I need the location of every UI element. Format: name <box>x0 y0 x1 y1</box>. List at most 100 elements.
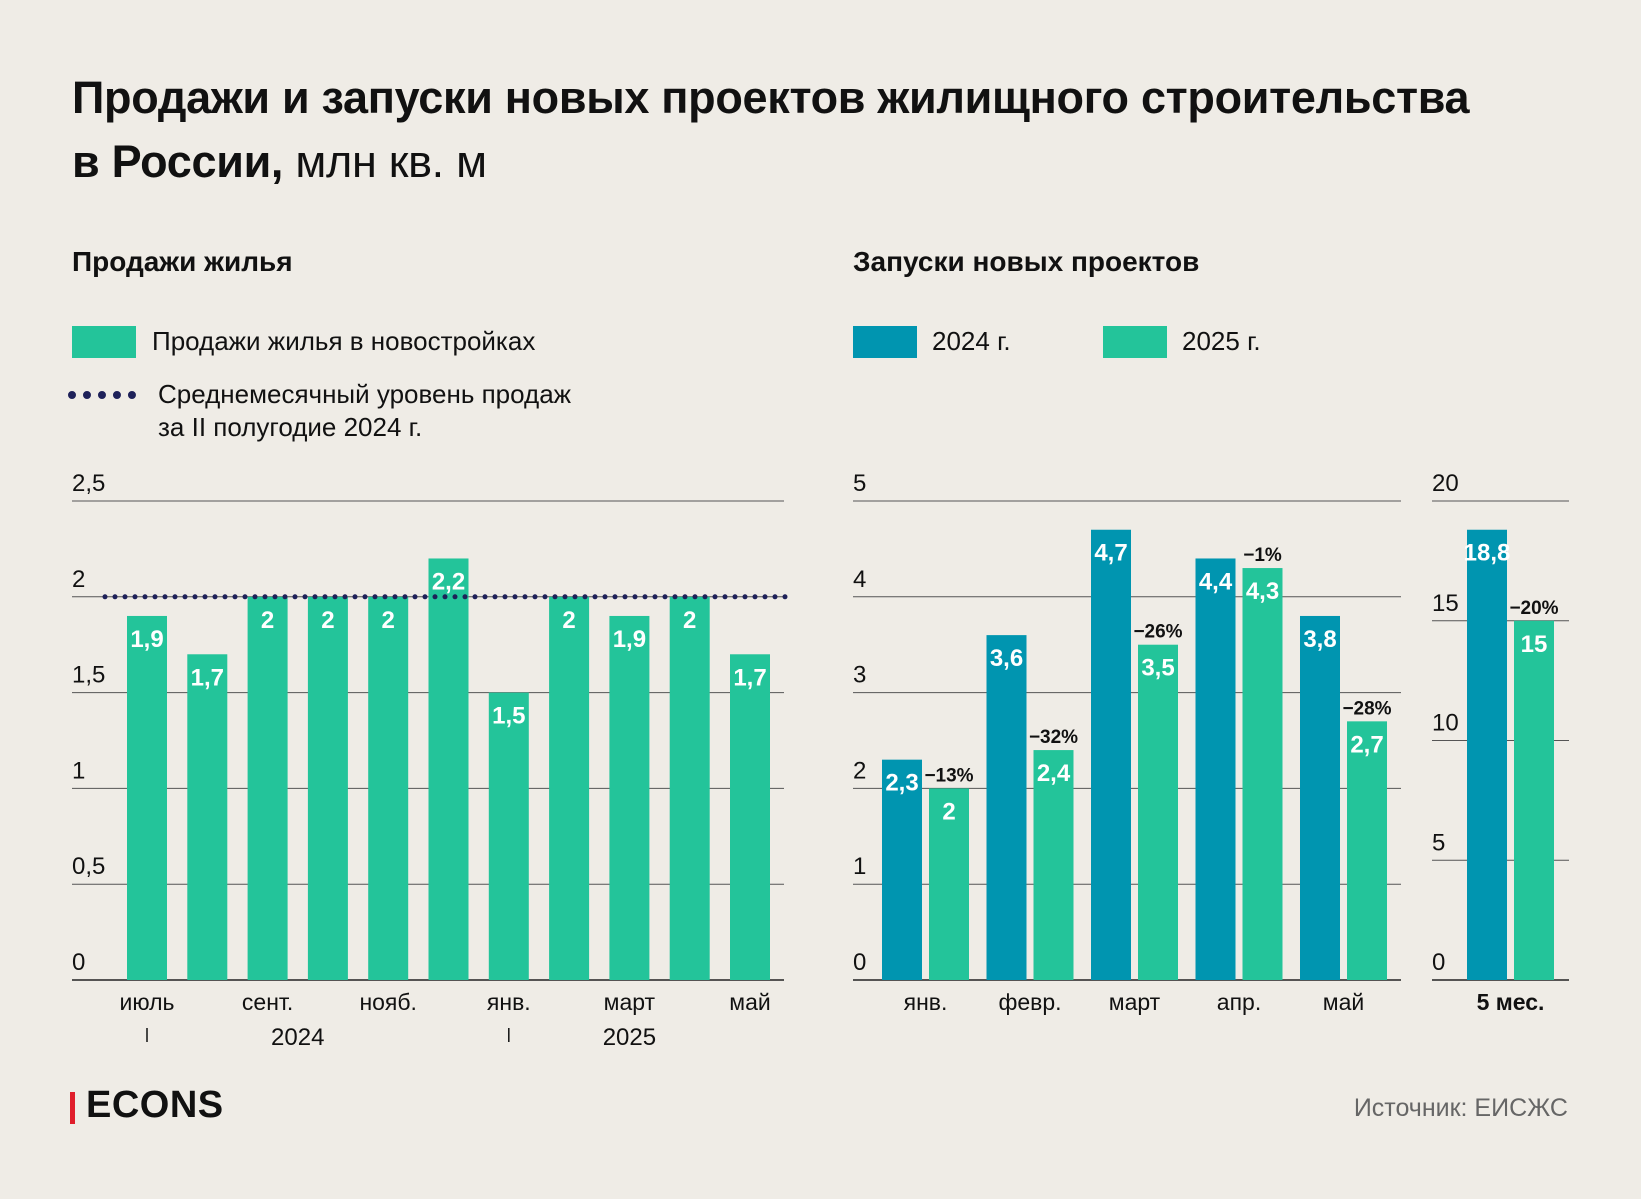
sales-ytick-label: 1 <box>72 757 85 784</box>
sales-bar <box>488 692 529 980</box>
title-unit: млн кв. м <box>283 136 487 187</box>
total-ytick-label: 20 <box>1432 470 1459 497</box>
sales-value-label: 1,5 <box>492 703 525 730</box>
launches-value-label: 4,7 <box>1094 540 1127 567</box>
launches-value-label: 2,4 <box>1037 760 1071 787</box>
sales-bar <box>127 615 167 980</box>
launches-xtick-label: май <box>1323 989 1364 1015</box>
sales-bar <box>549 596 590 980</box>
title-line2: в России, <box>72 136 284 187</box>
chart-title: Продажи и запуски новых проектов жилищно… <box>72 66 1592 194</box>
launches-xtick-label: февр. <box>998 989 1061 1015</box>
sales-value-label: 1,9 <box>130 626 163 653</box>
launches-ytick-label: 0 <box>853 949 866 976</box>
launches-value-label: 4,4 <box>1199 568 1233 595</box>
sales-heading: Продажи жилья <box>72 246 293 277</box>
total-ytick-label: 5 <box>1432 829 1445 856</box>
launches-value-label: 2 <box>942 798 955 825</box>
launches-bar-2025 <box>1033 750 1074 980</box>
launches-bar-2024 <box>1091 529 1131 980</box>
launches-ytick-label: 5 <box>853 470 866 497</box>
sales-value-label: 1,9 <box>613 626 646 653</box>
legend-average-line1: Среднемесячный уровень продаж <box>158 379 572 409</box>
sales-xtick-label: май <box>729 989 770 1015</box>
total-value-label: 18,8 <box>1464 540 1511 567</box>
source-note: Источник: ЕИСЖС <box>1353 1094 1568 1122</box>
sales-bar <box>730 654 770 980</box>
launches-value-label: 3,6 <box>990 645 1023 672</box>
total-change-label: −20% <box>1509 598 1558 619</box>
total-ytick-label: 10 <box>1432 710 1459 737</box>
sales-year-label: 2024 <box>271 1024 324 1051</box>
launches-change-label: −26% <box>1133 622 1182 643</box>
launches-change-label: −1% <box>1243 545 1282 566</box>
launches-bar-2024 <box>1300 615 1340 980</box>
launches-xtick-label: янв. <box>904 989 948 1015</box>
sales-value-label: 2 <box>321 607 334 634</box>
sales-bar <box>187 654 228 980</box>
launches-change-label: −32% <box>1029 727 1078 748</box>
legend-dotted-line <box>68 391 136 399</box>
total-xtick-label: 5 мес. <box>1477 989 1545 1015</box>
launches-bar-2025 <box>1242 568 1283 980</box>
sales-value-label: 2 <box>382 607 395 634</box>
sales-bar <box>669 596 710 980</box>
launches-bar-2025 <box>929 788 969 980</box>
launches-value-label: 2,3 <box>885 770 918 797</box>
sales-value-label: 1,7 <box>191 664 224 691</box>
launches-value-label: 2,7 <box>1350 731 1383 758</box>
sales-ytick-label: 0 <box>72 949 85 976</box>
sales-bar <box>609 615 650 980</box>
legend-label-2024: 2024 г. <box>932 326 1011 356</box>
total-bar-2025 <box>1514 620 1554 980</box>
legend-average-line2: за II полугодие 2024 г. <box>158 412 423 442</box>
launches-bar-2025 <box>1138 644 1178 980</box>
legend-swatch-sales <box>72 326 136 358</box>
sales-bar <box>368 596 409 980</box>
launches-change-label: −13% <box>924 765 973 786</box>
launches-ytick-label: 3 <box>853 662 866 689</box>
sales-ytick-label: 0,5 <box>72 853 105 880</box>
sales-value-label: 2 <box>683 607 696 634</box>
launches-bar-2024 <box>882 759 922 980</box>
title-line1: Продажи и запуски новых проектов жилищно… <box>72 72 1470 123</box>
sales-xtick-label: июль <box>120 989 175 1015</box>
total-ytick-label: 15 <box>1432 590 1459 617</box>
total-bar-2024 <box>1467 529 1507 980</box>
sales-bar <box>247 596 288 980</box>
sales-xtick-label: сент. <box>242 989 293 1015</box>
sales-ytick-label: 2,5 <box>72 470 105 497</box>
sales-bar <box>428 558 469 980</box>
total-ytick-label: 0 <box>1432 949 1445 976</box>
launches-ytick-label: 1 <box>853 853 866 880</box>
launches-value-label: 3,8 <box>1303 626 1336 653</box>
sales-xtick-label: янв. <box>487 989 531 1015</box>
sales-value-label: 2,2 <box>432 568 465 595</box>
launches-heading: Запуски новых проектов <box>853 246 1200 277</box>
sales-ytick-label: 1,5 <box>72 662 105 689</box>
launches-ytick-label: 2 <box>853 757 866 784</box>
launches-value-label: 3,5 <box>1141 655 1174 682</box>
sales-xtick-label: март <box>604 989 656 1015</box>
logo-bar-icon <box>70 1092 75 1124</box>
legend-swatch-2024 <box>853 326 917 358</box>
legend-label-2025: 2025 г. <box>1182 326 1261 356</box>
legend-label-average: Среднемесячный уровень продаж за II полу… <box>158 378 571 444</box>
sales-xtick-label: нояб. <box>359 989 417 1015</box>
launches-xtick-label: апр. <box>1217 989 1261 1015</box>
sales-bar <box>307 596 348 980</box>
sales-value-label: 2 <box>261 607 274 634</box>
legend-swatch-2025 <box>1103 326 1167 358</box>
legend-label-sales: Продажи жилья в новостройках <box>152 326 536 356</box>
launches-change-label: −28% <box>1342 698 1391 719</box>
sales-ytick-label: 2 <box>72 566 85 593</box>
launches-xtick-label: март <box>1109 989 1161 1015</box>
launches-bar-2024 <box>1195 558 1236 980</box>
total-value-label: 15 <box>1521 631 1548 658</box>
launches-value-label: 4,3 <box>1246 578 1279 605</box>
econs-logo: ECONS <box>86 1084 224 1126</box>
sales-value-label: 1,7 <box>733 664 766 691</box>
launches-ytick-label: 4 <box>853 566 866 593</box>
launches-bar-2024 <box>986 635 1027 980</box>
